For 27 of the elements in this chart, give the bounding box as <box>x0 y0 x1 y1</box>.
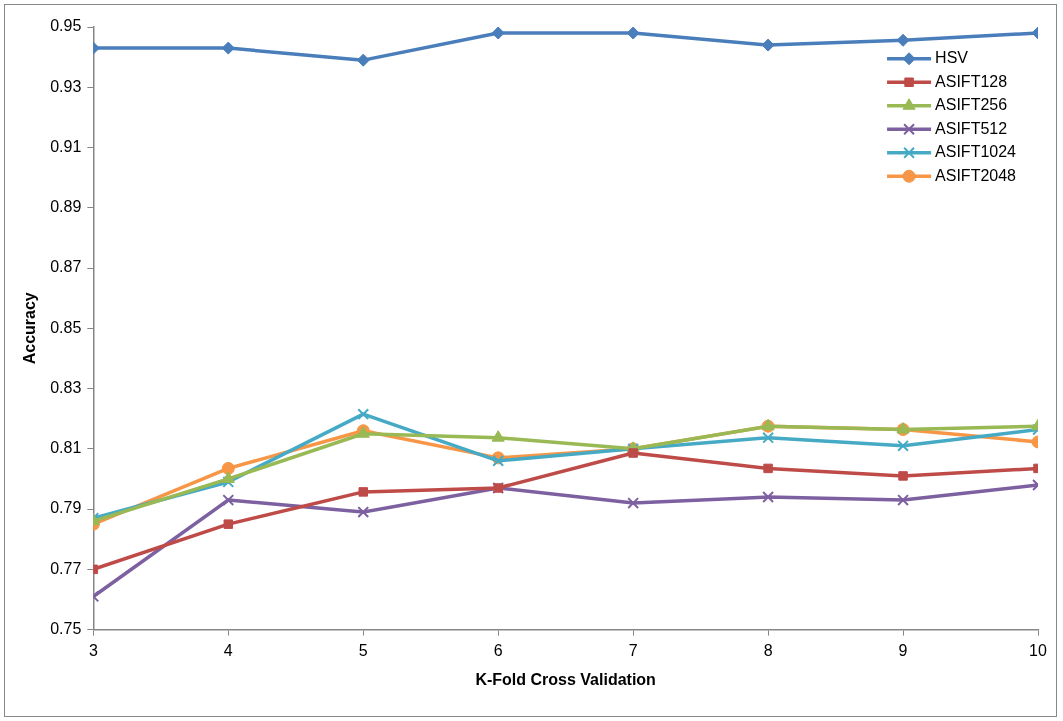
legend-label: HSV <box>935 49 969 67</box>
x-tick-label: 8 <box>763 641 773 659</box>
legend-label: ASIFT128 <box>935 72 1008 90</box>
legend-label: ASIFT1024 <box>935 143 1017 161</box>
y-tick-label: 0.93 <box>50 77 82 95</box>
y-tick-label: 0.91 <box>50 137 82 155</box>
x-tick-label: 7 <box>628 641 638 659</box>
x-tick-label: 3 <box>88 641 98 659</box>
legend-label: ASIFT2048 <box>935 166 1017 184</box>
y-tick-label: 0.81 <box>50 439 82 457</box>
x-axis-title: K-Fold Cross Validation <box>475 670 656 688</box>
y-tick-label: 0.77 <box>50 559 82 577</box>
y-tick-label: 0.79 <box>50 499 82 517</box>
y-axis-title: Accuracy <box>21 292 39 365</box>
y-tick-label: 0.75 <box>50 620 82 638</box>
x-tick-label: 5 <box>358 641 368 659</box>
y-tick-label: 0.85 <box>50 318 82 336</box>
legend-label: ASIFT256 <box>935 96 1008 114</box>
x-tick-label: 9 <box>898 641 908 659</box>
x-tick-label: 6 <box>493 641 503 659</box>
y-tick-label: 0.87 <box>50 258 82 276</box>
y-tick-label: 0.83 <box>50 378 82 396</box>
legend-label: ASIFT512 <box>935 119 1008 137</box>
y-tick-label: 0.89 <box>50 198 82 216</box>
x-tick-label: 4 <box>223 641 233 659</box>
y-tick-label: 0.95 <box>50 17 82 35</box>
x-tick-label: 10 <box>1029 641 1047 659</box>
